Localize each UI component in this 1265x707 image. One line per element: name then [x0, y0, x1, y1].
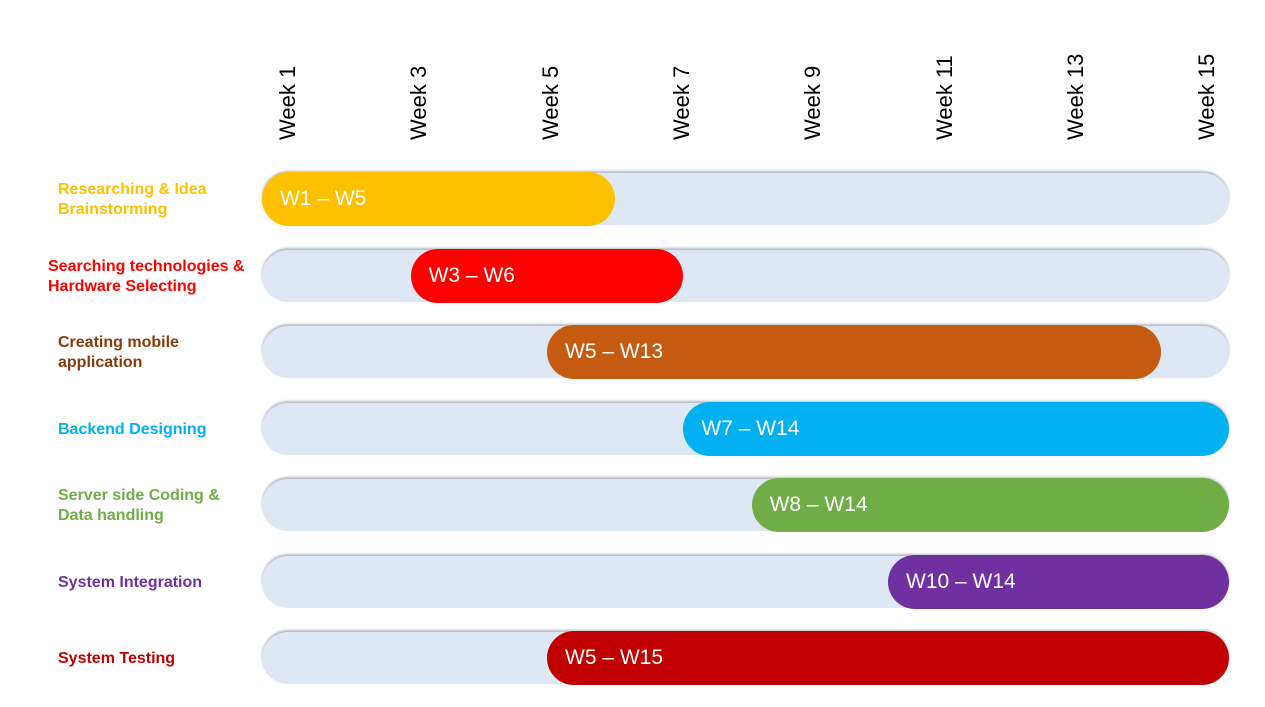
task-bar-label: W1 – W5: [280, 187, 367, 210]
task-label: Server side Coding & Data handling: [58, 487, 220, 524]
task-bar: W5 – W15: [547, 631, 1229, 685]
week-label: Week 13: [1062, 53, 1088, 140]
task-label: Creating mobile application: [58, 334, 179, 371]
week-label: Week 15: [1194, 53, 1220, 140]
task-bar-label: W5 – W13: [565, 340, 664, 363]
task-label: Backend Designing: [58, 420, 207, 438]
task-bar-label: W3 – W6: [428, 263, 515, 287]
task-label: System Integration: [58, 573, 203, 591]
week-label: Week 11: [931, 55, 957, 140]
task-label: Researching & Idea Brainstorming: [58, 181, 207, 218]
task-bar: W10 – W14: [888, 554, 1229, 609]
task-bar: W3 – W6: [410, 248, 684, 303]
task-bar: W1 – W5: [262, 172, 616, 226]
task-bar-label: W5 – W15: [565, 646, 664, 669]
task-label: System Testing: [58, 650, 176, 667]
week-label: Week 7: [668, 65, 694, 140]
task-track: [262, 249, 1229, 302]
task-bar-label: W8 – W14: [769, 493, 868, 516]
task-bar: W5 – W13: [547, 325, 1161, 379]
task-bar-label: W7 – W14: [701, 416, 800, 440]
week-label: Week 3: [406, 65, 432, 140]
week-label: Week 1: [275, 65, 300, 140]
task-bar-label: W10 – W14: [906, 569, 1016, 593]
week-label: Week 9: [800, 65, 826, 140]
task-bar: W7 – W14: [683, 401, 1229, 456]
week-label: Week 5: [537, 65, 563, 140]
task-bar: W8 – W14: [751, 478, 1229, 532]
task-label: Searching technologies & Hardware Select…: [48, 257, 245, 295]
